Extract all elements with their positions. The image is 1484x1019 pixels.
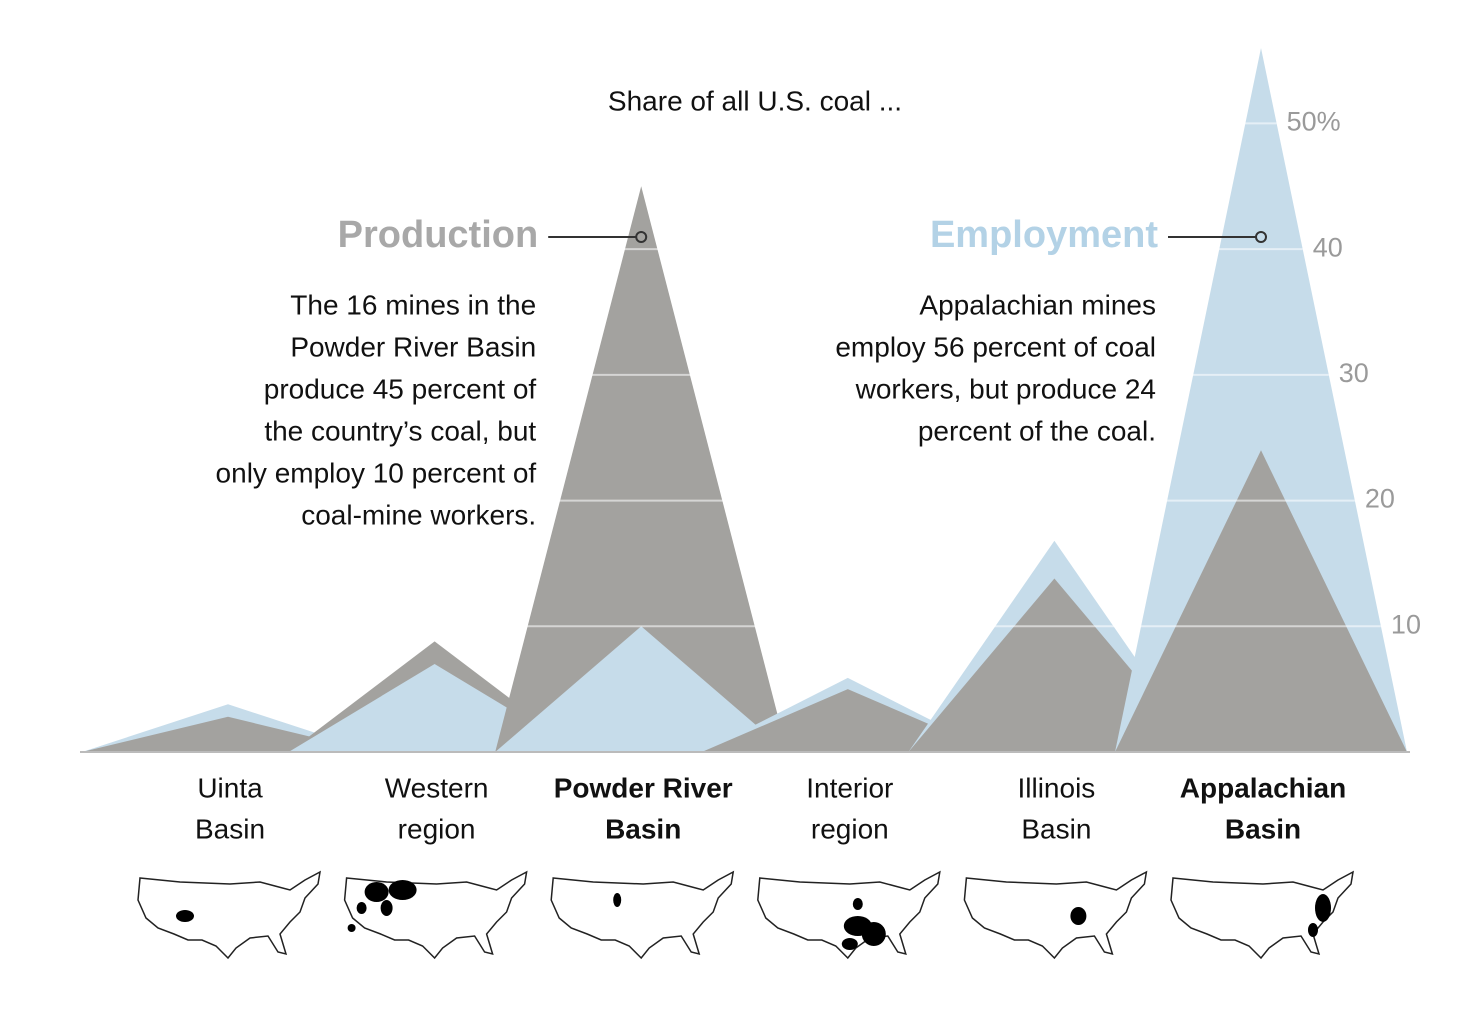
basin-area [176,910,194,922]
x-tick-label: region [398,813,476,844]
peak [1115,48,1407,752]
us-outline [757,870,941,960]
annotation-text: only employ 10 percent of [216,457,537,488]
x-tick-label: Basin [1021,813,1091,844]
leader-dot [1255,231,1267,243]
x-tick-label: Appalachian [1180,772,1346,803]
x-tick-label: Basin [1225,813,1301,844]
basin-area [861,922,886,946]
leader-dot [635,231,648,243]
annotation-text: the country’s coal, but [264,415,536,446]
peak [495,186,788,753]
peak [1115,450,1407,752]
series-label: Production [338,214,539,256]
basin-map [550,870,735,960]
basin-area [388,880,417,900]
annotation-text: workers, but produce 24 [855,373,1156,404]
us-outline [1170,870,1354,960]
x-tick-label: Western [385,772,489,803]
basin-area [347,924,356,932]
basin-map [963,870,1148,960]
x-tick-label: Basin [605,813,681,844]
y-tick-label: 50% [1287,107,1341,137]
basin-area [852,898,863,910]
annotation-text: produce 45 percent of [264,373,537,404]
basin-area [613,893,622,907]
peak [495,626,788,752]
basin-area [1315,894,1331,922]
basin-area [356,902,367,914]
us-outline [137,870,321,960]
x-tick-label: region [811,813,889,844]
basin-area [380,900,393,916]
series-label: Employment [930,214,1158,256]
annotation-text: employ 56 percent of coal [835,331,1156,362]
basin-area [364,882,389,902]
x-tick-label: Basin [195,813,265,844]
us-outline [963,870,1148,960]
y-tick-label: 30 [1339,358,1369,388]
basin-map [1170,870,1354,960]
annotation-text: coal-mine workers. [301,499,536,530]
basin-area [1070,907,1087,925]
y-tick-label: 20 [1365,484,1395,514]
basin-map [343,870,528,960]
basin-map [137,870,321,960]
annotation-text: Powder River Basin [290,331,536,362]
chart-title: Share of all U.S. coal ... [608,85,902,116]
basin-area [1308,923,1318,937]
basin-map [757,870,941,960]
annotation-text: percent of the coal. [918,415,1156,446]
annotation-text: Appalachian mines [919,289,1156,320]
us-outline [550,870,735,960]
x-tick-label: Interior [806,772,893,803]
basin-area [841,938,858,950]
y-tick-label: 10 [1391,609,1421,639]
annotation-text: The 16 mines in the [290,289,536,320]
x-tick-label: Powder River [554,772,733,803]
y-tick-label: 40 [1313,232,1343,262]
x-tick-label: Uinta [197,772,263,803]
x-tick-label: Illinois [1017,772,1095,803]
